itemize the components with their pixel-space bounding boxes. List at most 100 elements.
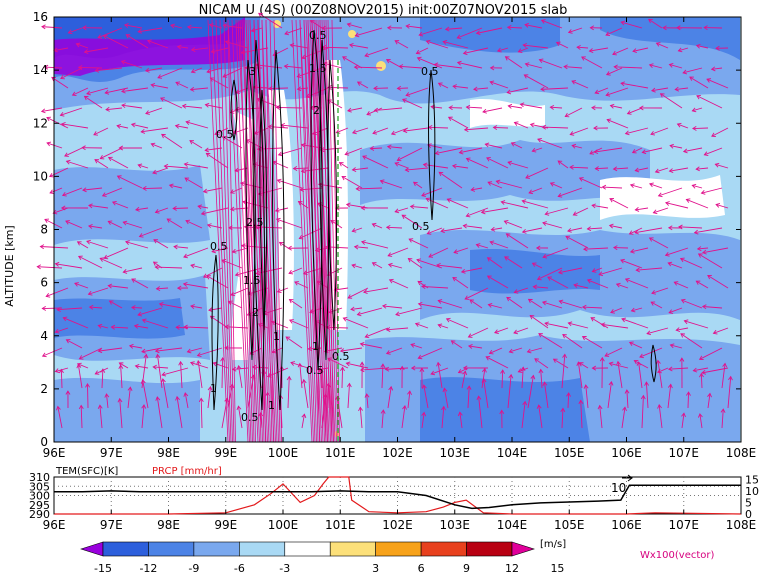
wind-vector — [678, 226, 703, 229]
wind-vector-head — [258, 12, 263, 18]
wind-vector — [249, 19, 268, 443]
wind-vector — [415, 323, 429, 329]
wind-vector — [336, 395, 343, 429]
wind-vector — [155, 347, 183, 352]
wind-vector — [625, 278, 649, 289]
surface-axes: 96E 97E 98E 99E 100E 101E 102E 103E 104E 105E 106E… — [29, 471, 759, 532]
wind-vector — [458, 367, 469, 374]
wind-vector — [184, 326, 209, 329]
wind-vector — [408, 258, 423, 269]
wind-vector — [41, 26, 63, 29]
wind-vector — [99, 405, 103, 429]
wind-vector — [523, 44, 549, 49]
wind-vector — [98, 347, 123, 352]
wind-vector — [464, 287, 489, 300]
wind-vector — [141, 404, 145, 429]
wind-vector-head — [364, 393, 370, 398]
wind-vector — [613, 167, 629, 170]
wind-vector — [459, 412, 463, 429]
x-tick-label: 100E — [268, 518, 299, 532]
wind-vector-head — [631, 148, 637, 154]
wind-vector-head — [94, 370, 100, 375]
wind-vector — [564, 66, 583, 69]
wind-vector — [493, 126, 509, 129]
wind-vector — [152, 167, 169, 174]
wind-vector-head — [605, 71, 611, 76]
wind-vector-head — [594, 166, 600, 171]
wind-vector-head — [56, 307, 61, 312]
wind-vector-head — [124, 23, 129, 28]
wind-vector — [540, 369, 543, 389]
wind-vector-head — [196, 360, 202, 365]
wind-vector-head — [450, 340, 456, 345]
wind-vector-head — [624, 130, 630, 136]
wind-vector — [631, 307, 643, 312]
wind-vector — [457, 61, 483, 69]
wind-vector — [49, 167, 69, 177]
wind-vector — [104, 247, 129, 259]
wind-vector — [100, 257, 123, 269]
wind-vector-head — [682, 69, 688, 75]
wind-vector-head — [486, 157, 491, 162]
wind-vector-head — [715, 203, 721, 208]
contour-label: 2 — [313, 104, 320, 117]
wind-vector-head — [358, 406, 363, 412]
wind-vector — [60, 369, 63, 389]
wind-vector-head — [276, 288, 282, 294]
wind-vector — [372, 127, 389, 134]
wind-vector-head — [648, 63, 654, 68]
wind-vector-head — [160, 378, 166, 383]
wind-vector — [405, 87, 429, 96]
wind-vector — [626, 389, 629, 409]
wind-vector-head — [489, 65, 495, 71]
wind-vector-head — [342, 317, 348, 322]
wind-vector — [401, 214, 423, 229]
wind-vector-head — [155, 353, 161, 359]
wind-vector — [313, 19, 330, 443]
wind-vector — [421, 285, 449, 289]
contour-label: 2 — [252, 306, 259, 319]
wind-vector-head — [427, 143, 432, 149]
wind-vector-head — [211, 248, 217, 254]
colorbar-tick-label: 12 — [505, 562, 519, 575]
wind-vector — [53, 207, 69, 214]
wind-vector — [352, 227, 363, 232]
wind-vector-head — [190, 263, 195, 269]
wind-vector-head — [615, 282, 621, 288]
wind-vector-head — [698, 355, 704, 361]
wind-vector — [372, 262, 383, 269]
wind-vector — [423, 385, 429, 409]
wind-vector — [606, 87, 629, 96]
wind-vector-head — [421, 284, 426, 290]
wind-vector-head — [200, 210, 206, 216]
wind-vector — [428, 247, 449, 258]
wind-vector — [452, 277, 469, 289]
wind-vector-head — [152, 169, 157, 175]
wind-vector-head — [410, 343, 416, 348]
wind-vector-head — [184, 177, 190, 182]
wind-vector-head — [649, 182, 654, 188]
wind-vector — [715, 204, 729, 209]
x-tick-label: 101E — [325, 446, 356, 460]
wind-vector-head — [452, 84, 457, 90]
wind-vector — [689, 76, 709, 89]
wind-vector-head — [547, 276, 552, 281]
wind-vector-head — [78, 355, 84, 360]
wind-vector-head — [371, 222, 377, 228]
wind-vector-head — [620, 258, 625, 264]
wind-vector-head — [441, 405, 446, 411]
wind-vector-head — [65, 390, 71, 395]
wind-vector-head — [364, 52, 370, 58]
wind-vector — [169, 184, 183, 189]
wind-vector-head — [490, 226, 496, 232]
wind-vector — [609, 198, 629, 209]
wind-vector-head — [421, 192, 426, 197]
wind-vector — [160, 97, 183, 109]
wind-vector-head — [505, 233, 511, 238]
wind-vector — [235, 107, 263, 110]
wind-vector-head — [624, 278, 630, 283]
wind-vector-head — [145, 110, 150, 115]
wind-vector-head — [267, 124, 273, 130]
wind-vector-head — [104, 89, 110, 95]
wind-vector — [108, 220, 123, 229]
